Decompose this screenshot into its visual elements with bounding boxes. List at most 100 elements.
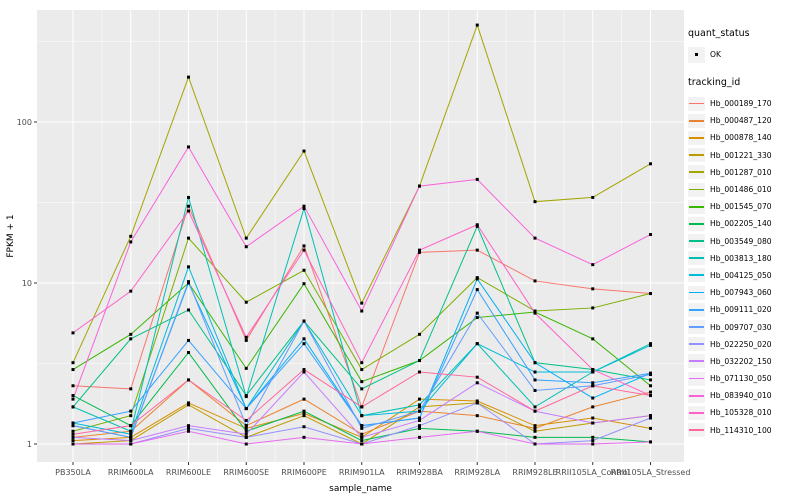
legend-line-icon	[689, 343, 704, 346]
data-point-marker	[129, 424, 133, 428]
data-point-marker	[129, 409, 133, 413]
ok-point-marker-icon	[694, 52, 699, 57]
data-point-marker	[533, 378, 537, 382]
legend-item-label: Hb_114310_100	[710, 425, 772, 435]
data-point-marker	[302, 411, 306, 415]
data-point-marker	[71, 442, 75, 446]
x-tick-label: RRIM600SE	[223, 468, 269, 477]
data-point-marker	[533, 424, 537, 428]
data-point-marker	[591, 405, 595, 409]
legend-key-swatch	[688, 148, 705, 163]
data-point-marker	[475, 248, 479, 252]
data-point-marker	[187, 236, 190, 240]
legend-item-label: Hb_000487_120	[710, 116, 772, 126]
data-point-marker	[591, 306, 595, 310]
data-point-marker	[591, 421, 595, 425]
legend-key-ok	[688, 46, 705, 63]
legend-key-swatch	[688, 302, 705, 317]
legend-line-icon	[689, 240, 704, 242]
data-point-marker	[244, 429, 248, 433]
data-point-marker	[591, 442, 595, 446]
data-point-marker	[360, 380, 364, 384]
legend-key-swatch	[688, 268, 705, 283]
data-point-marker	[244, 300, 248, 304]
legend-item-Hb_000189_170: Hb_000189_170	[688, 95, 800, 112]
data-point-marker	[418, 359, 421, 363]
data-point-marker	[244, 435, 248, 439]
legend-key-swatch	[688, 423, 705, 438]
data-point-marker	[649, 342, 652, 346]
legend-key-swatch	[688, 405, 705, 420]
data-point-marker	[129, 414, 133, 418]
data-point-marker	[418, 416, 421, 420]
data-point-marker	[591, 416, 595, 420]
legend-title-tracking-id: tracking_id	[688, 77, 741, 88]
legend-line-icon	[689, 154, 704, 156]
data-point-marker	[591, 370, 595, 374]
data-point-marker	[591, 263, 595, 267]
data-point-marker	[187, 351, 190, 355]
legend-line-icon	[689, 188, 704, 191]
data-point-marker	[302, 337, 306, 341]
legend-key-swatch	[688, 285, 705, 300]
data-point-marker	[187, 403, 190, 407]
legend-item-Hb_001287_010: Hb_001287_010	[688, 164, 800, 181]
legend-line-icon	[689, 205, 704, 208]
data-point-marker	[649, 394, 652, 398]
data-point-marker	[649, 390, 652, 394]
data-point-marker	[244, 335, 248, 339]
legend-item-Hb_000487_120: Hb_000487_120	[688, 112, 800, 129]
legend-item-label: Hb_007943_060	[710, 288, 772, 298]
x-axis-title: sample_name	[329, 484, 392, 494]
data-point-marker	[649, 162, 652, 166]
legend-item-Hb_009111_020: Hb_009111_020	[688, 301, 800, 318]
legend-line-icon	[689, 274, 704, 277]
data-point-marker	[187, 429, 190, 433]
data-point-marker	[418, 184, 421, 188]
legend-key-swatch	[688, 337, 705, 352]
data-point-marker	[418, 418, 421, 422]
data-point-marker	[129, 439, 133, 443]
data-point-marker	[302, 268, 306, 272]
data-point-marker	[475, 381, 479, 385]
legend-item-Hb_022250_020: Hb_022250_020	[688, 336, 800, 353]
data-point-marker	[187, 204, 190, 208]
data-point-marker	[591, 381, 595, 385]
data-point-marker	[475, 223, 479, 227]
y-tick-label: 100	[17, 118, 32, 127]
data-point-marker	[533, 409, 537, 413]
legend-item-Hb_002205_140: Hb_002205_140	[688, 215, 800, 232]
legend-key-swatch	[688, 165, 705, 180]
legend-item-Hb_071130_050: Hb_071130_050	[688, 370, 800, 387]
data-point-marker	[360, 368, 364, 372]
x-tick-label: RRIM600LA	[108, 468, 154, 477]
x-tick-label: RRIM600LE	[166, 468, 211, 477]
data-point-marker	[533, 236, 537, 240]
data-point-marker	[71, 432, 75, 436]
data-point-marker	[187, 75, 190, 79]
data-point-marker	[187, 145, 190, 149]
x-tick-label: RRIM928LE	[512, 468, 557, 477]
legend-item-label: Hb_003549_080	[710, 236, 772, 246]
data-point-marker	[302, 409, 306, 413]
data-point-marker	[302, 397, 306, 401]
data-point-marker	[649, 384, 652, 388]
data-point-marker	[360, 442, 364, 446]
legend-item-label: Hb_032202_150	[710, 356, 772, 366]
legend-item-Hb_003813_180: Hb_003813_180	[688, 250, 800, 267]
data-point-marker	[475, 23, 479, 27]
legend-item-label: Hb_071130_050	[710, 374, 772, 384]
data-point-marker	[302, 368, 306, 372]
legend-item-label: Hb_001287_010	[710, 167, 772, 177]
legend: quant_status OK tracking_id Hb_000189_17…	[688, 28, 800, 439]
legend-line-icon	[689, 326, 704, 328]
data-point-marker	[71, 394, 75, 398]
data-point-marker	[533, 361, 537, 365]
data-point-marker	[302, 370, 306, 374]
legend-item-label: Hb_000189_170	[710, 99, 772, 109]
data-point-marker	[475, 401, 479, 405]
data-point-marker	[418, 332, 421, 336]
data-point-marker	[302, 425, 306, 429]
data-point-marker	[302, 282, 306, 286]
